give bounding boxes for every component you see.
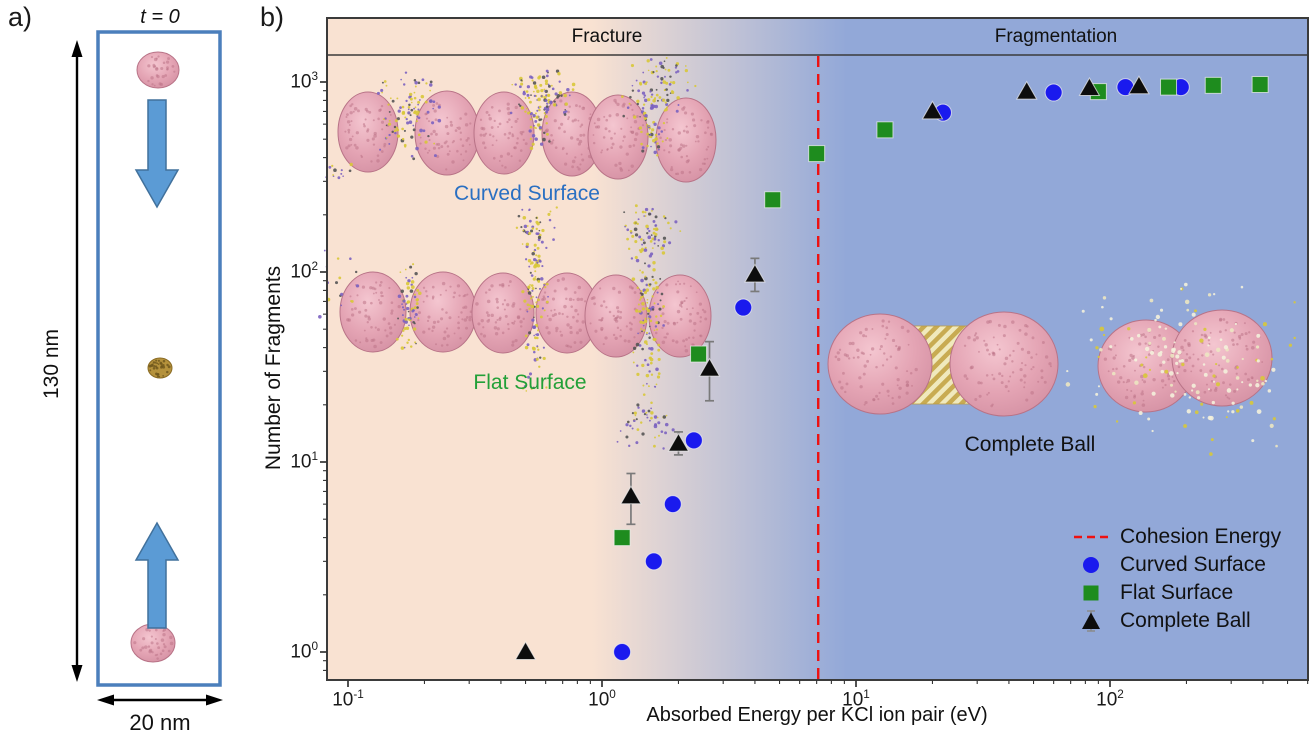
legend-item-cohesion-energy: Cohesion Energy <box>1072 523 1281 551</box>
legend-label: Complete Ball <box>1120 609 1251 632</box>
region-label-fracture: Fracture <box>571 26 643 47</box>
legend-item-curved-surface: Curved Surface <box>1072 551 1281 579</box>
x-tick-label: 102 <box>1096 688 1124 711</box>
panel-b-label: b) <box>260 2 285 32</box>
time-zero-label: t = 0 <box>140 6 180 28</box>
annotation-complete-ball: Complete Ball <box>964 433 1096 456</box>
complete-ball-triangle-icon <box>1082 610 1100 632</box>
legend-label: Curved Surface <box>1120 553 1266 576</box>
x-axis-title: Absorbed Energy per KCl ion pair (eV) <box>646 704 988 726</box>
y-tick-label: 103 <box>290 70 318 93</box>
legend: Cohesion Energy Curved Surface Flat Surf… <box>1072 523 1281 635</box>
legend-item-flat-surface: Flat Surface <box>1072 579 1281 607</box>
height-dimension-label: 130 nm <box>40 328 63 400</box>
legend-item-complete-ball: Complete Ball <box>1072 607 1281 635</box>
region-label-fragmentation: Fragmentation <box>994 26 1118 47</box>
annotation-flat-surface: Flat Surface <box>473 371 587 394</box>
cohesion-energy-dashed-line-icon <box>1074 535 1108 539</box>
width-dimension-label: 20 nm <box>129 710 191 735</box>
annotation-curved-surface: Curved Surface <box>454 182 600 205</box>
panel-a-label: a) <box>8 2 33 32</box>
x-tick-label: 101 <box>842 688 870 711</box>
y-tick-label: 102 <box>290 260 318 283</box>
legend-label: Flat Surface <box>1120 581 1234 604</box>
x-tick-label: 10-1 <box>332 688 364 711</box>
x-tick-label: 100 <box>588 688 616 711</box>
y-tick-label: 100 <box>290 640 318 663</box>
y-tick-label: 101 <box>290 450 318 473</box>
curved-surface-circle-icon <box>1083 557 1099 573</box>
legend-label: Cohesion Energy <box>1120 525 1282 548</box>
flat-surface-square-icon <box>1083 585 1099 601</box>
